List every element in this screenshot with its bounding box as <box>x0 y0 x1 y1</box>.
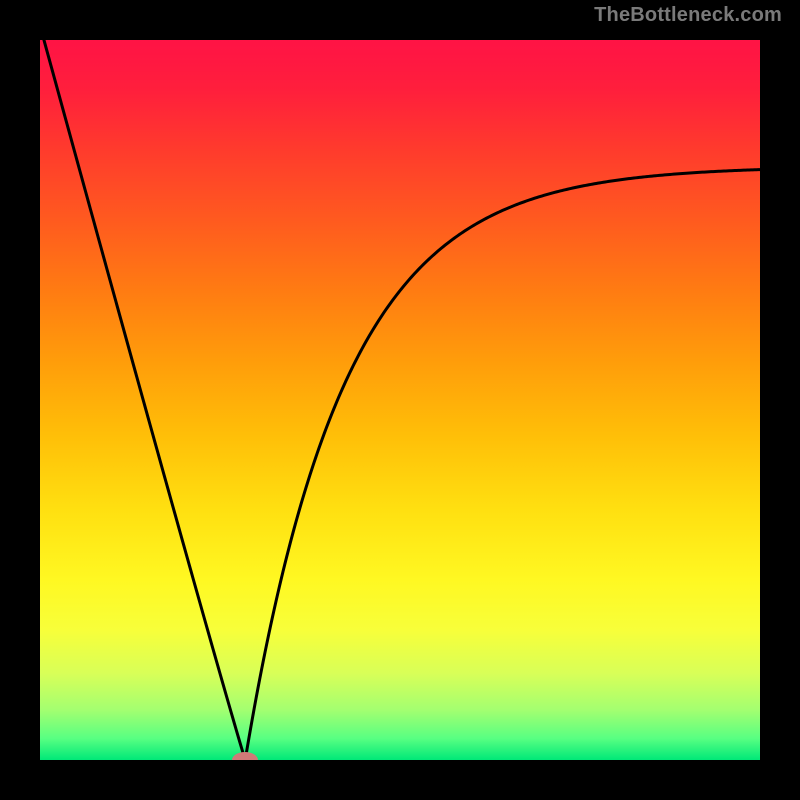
plot-area <box>40 40 760 760</box>
curve-svg <box>40 40 760 760</box>
watermark-text: TheBottleneck.com <box>594 4 782 27</box>
plot-outer-frame <box>18 18 782 782</box>
curve-path <box>40 40 760 760</box>
